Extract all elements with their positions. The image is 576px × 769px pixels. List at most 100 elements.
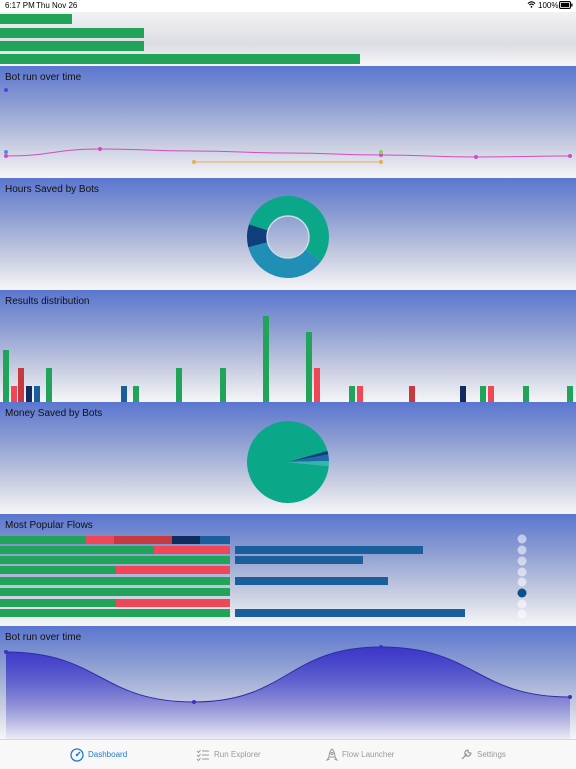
battery-percent: 100%: [538, 1, 559, 10]
data-point: [4, 154, 8, 158]
bar: [314, 368, 320, 402]
panel-title: Most Popular Flows: [5, 520, 93, 531]
series-line: [5, 148, 571, 158]
bar: [176, 368, 182, 402]
bot-run-line-chart: [4, 88, 572, 164]
panel-title: Results distribution: [5, 296, 90, 307]
popular-flows-chart: [0, 534, 527, 619]
bar: [480, 386, 486, 402]
data-point: [379, 150, 383, 154]
checklist-icon: [196, 748, 210, 762]
panel-title: Bot run over time: [5, 632, 82, 643]
data-point: [192, 700, 196, 704]
legend-dot: [517, 588, 527, 598]
pie-slice: [248, 242, 322, 279]
legend-dot: [517, 556, 527, 566]
legend-dot: [517, 609, 527, 619]
stacked-bar-segment: [0, 588, 230, 596]
bar: [133, 386, 139, 402]
results-bar-chart: [3, 316, 573, 402]
bar: [306, 332, 312, 402]
tab-run-explorer[interactable]: Run Explorer: [196, 740, 261, 769]
stacked-bar-segment: [116, 566, 230, 574]
top-bars-chart: [0, 14, 360, 64]
data-point: [4, 88, 8, 92]
stacked-bar-segment: [0, 609, 230, 617]
status-bar: 6:17 PM Thu Nov 26 100%: [0, 0, 576, 12]
panel-title: Bot run over time: [5, 72, 82, 83]
stacked-bar-segment: [200, 536, 230, 544]
stacked-bar-segment: [86, 536, 114, 544]
pie-slice: [288, 450, 329, 462]
battery-icon: [559, 1, 573, 9]
pie-slice: [249, 196, 330, 262]
bar: [0, 41, 144, 51]
data-point: [568, 154, 572, 158]
data-point: [98, 147, 102, 151]
bar: [349, 386, 355, 402]
donut-hole: [266, 215, 310, 259]
legend-dot: [517, 545, 527, 555]
pie-slice: [288, 460, 329, 467]
data-point: [4, 150, 8, 154]
stacked-bar-segment: [114, 536, 172, 544]
bar: [460, 386, 466, 402]
bar: [0, 54, 360, 64]
area-fill: [6, 647, 570, 739]
bar: [357, 386, 363, 402]
legend-dot: [517, 567, 527, 577]
tab-bar: Dashboard Run Explorer Flow Launcher Set…: [0, 739, 576, 769]
bar: [409, 386, 415, 402]
tab-flow-launcher[interactable]: Flow Launcher: [326, 740, 394, 769]
panel-title: Hours Saved by Bots: [5, 184, 99, 195]
stacked-bar-segment: [154, 546, 230, 554]
stacked-bar-segment: [0, 536, 86, 544]
stacked-bar-segment: [0, 546, 154, 554]
tab-settings[interactable]: Settings: [460, 740, 506, 769]
results-distribution-panel: Results distribution: [0, 290, 576, 403]
hours-saved-donut-chart: [246, 196, 330, 279]
bar: [523, 386, 529, 402]
hours-saved-panel: Hours Saved by Bots: [0, 178, 576, 291]
bot-run-area-chart: [4, 645, 572, 739]
bar: [0, 28, 144, 38]
tab-label: Settings: [477, 750, 506, 759]
data-point: [379, 153, 383, 157]
pie-slice: [288, 454, 329, 462]
bar: [235, 546, 423, 554]
stacked-bar-segment: [0, 566, 116, 574]
tab-label: Run Explorer: [214, 750, 261, 759]
bar: [488, 386, 494, 402]
top-bars-panel: [0, 12, 576, 67]
bar: [34, 386, 40, 402]
data-point: [568, 695, 572, 699]
tab-dashboard[interactable]: Dashboard: [70, 740, 127, 769]
bar: [121, 386, 127, 402]
pie-slice: [246, 224, 269, 248]
legend-dot: [517, 534, 527, 544]
stacked-bar-segment: [0, 599, 116, 607]
data-point: [379, 160, 383, 164]
money-saved-panel: Money Saved by Bots: [0, 402, 576, 515]
series-line: [5, 646, 571, 703]
stacked-bar-segment: [116, 599, 230, 607]
status-date: Thu Nov 26: [36, 1, 78, 10]
bar: [0, 14, 72, 24]
data-point: [474, 155, 478, 159]
panel-title: Money Saved by Bots: [5, 408, 103, 419]
stacked-bar-segment: [172, 536, 200, 544]
bar: [26, 386, 32, 402]
data-point: [379, 645, 383, 649]
legend-dot: [517, 599, 527, 609]
stacked-bar-segment: [0, 556, 230, 564]
wrench-icon: [460, 748, 473, 761]
bar: [235, 556, 363, 564]
popular-flows-panel: Most Popular Flows: [0, 514, 576, 627]
wifi-icon: [527, 0, 536, 9]
bar: [567, 386, 573, 402]
tab-label: Flow Launcher: [342, 750, 395, 759]
money-saved-pie-chart: [246, 420, 329, 503]
data-point: [4, 650, 8, 654]
bot-run-area-panel: Bot run over time: [0, 626, 576, 739]
bot-run-panel: Bot run over time: [0, 66, 576, 179]
